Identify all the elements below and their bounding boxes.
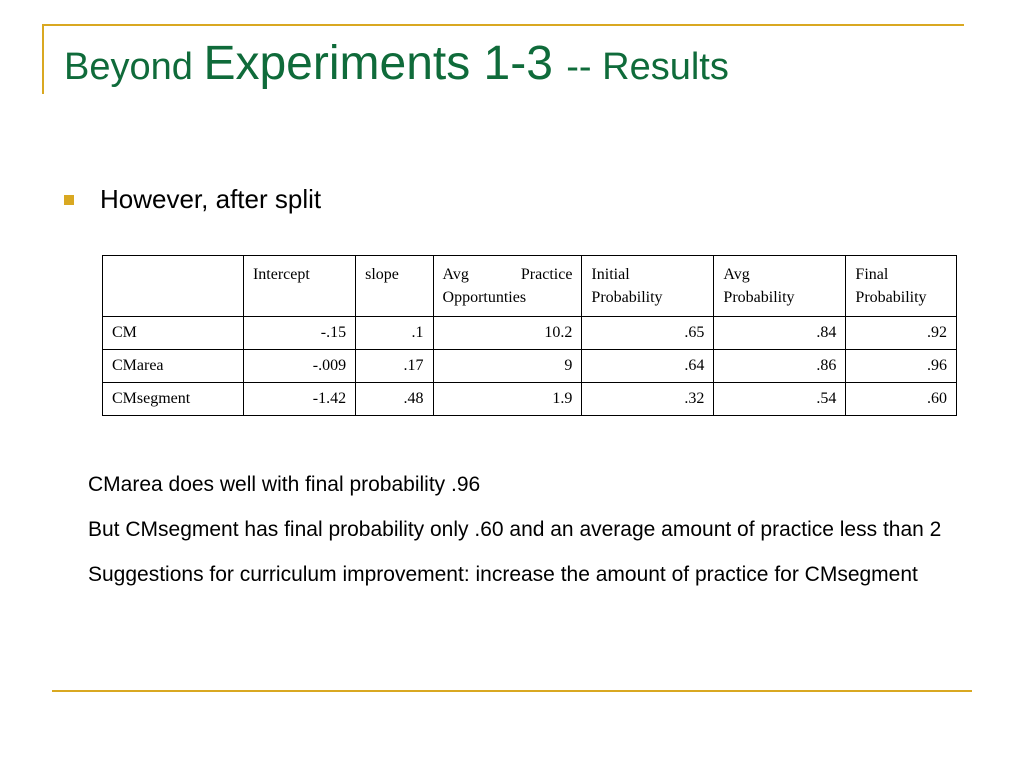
cell-intercept: -1.42 — [242, 382, 357, 417]
bullet-text: However, after split — [100, 184, 322, 214]
bullet-item: However, after split — [64, 184, 321, 215]
cell-final-probability: .96 — [845, 349, 957, 384]
header-avg-probability-line1: Avg — [723, 266, 750, 283]
cell-intercept: -.15 — [242, 316, 357, 351]
slide-title: Beyond Experiments 1-3 -- Results — [64, 40, 729, 88]
cell-final-probability: .60 — [845, 382, 957, 417]
results-table: Intercept slope Avg Practice Opportuntie… — [102, 254, 957, 417]
header-initial-probability: Initial Probability — [581, 254, 715, 318]
title-part-beyond: Beyond — [64, 46, 204, 88]
table-header-row: Intercept slope Avg Practice Opportuntie… — [102, 254, 957, 318]
cell-avg-probability: .84 — [713, 316, 847, 351]
header-slope: slope — [355, 254, 434, 318]
table-row: CMarea -.009 .17 9 .64 .86 .96 — [102, 349, 957, 384]
header-final-probability-line1: Final — [855, 266, 889, 283]
title-part-experiments: Experiments 1-3 — [203, 37, 567, 90]
note-paragraph: CMarea does well with final probability … — [88, 473, 481, 496]
table-row: CMsegment -1.42 .48 1.9 .32 .54 .60 — [102, 382, 957, 417]
header-final-probability: Final Probability — [845, 254, 957, 318]
header-empty-cell — [102, 254, 244, 318]
bottom-rule-line — [52, 690, 972, 692]
cell-slope: .1 — [355, 316, 434, 351]
cell-avg-probability: .54 — [713, 382, 847, 417]
header-initial-probability-line2: Probability — [591, 289, 663, 307]
note-paragraph: Suggestions for curriculum improvement: … — [88, 563, 918, 586]
cell-initial-probability: .65 — [581, 316, 715, 351]
cell-avg-practice: 1.9 — [432, 382, 583, 417]
row-label: CM — [102, 316, 244, 351]
cell-initial-probability: .64 — [581, 349, 715, 384]
cell-final-probability: .92 — [845, 316, 957, 351]
header-avg-practice-word2: Practice — [520, 266, 573, 283]
cell-avg-probability: .86 — [713, 349, 847, 384]
cell-slope: .48 — [355, 382, 434, 417]
cell-avg-practice: 10.2 — [432, 316, 583, 351]
cell-avg-practice: 9 — [432, 349, 583, 384]
header-avg-practice-line1: Avg Practice — [443, 263, 573, 286]
note-paragraph: But CMsegment has final probability only… — [88, 518, 942, 541]
header-initial-probability-line1: Initial — [591, 266, 630, 283]
top-frame-line — [42, 24, 964, 26]
cell-intercept: -.009 — [242, 349, 357, 384]
header-intercept: Intercept — [242, 254, 357, 318]
header-avg-probability: Avg Probability — [713, 254, 847, 318]
header-final-probability-line2: Probability — [855, 289, 927, 307]
cell-slope: .17 — [355, 349, 434, 384]
left-frame-line — [42, 24, 44, 94]
header-avg-practice: Avg Practice Opportunties — [432, 254, 583, 318]
cell-initial-probability: .32 — [581, 382, 715, 417]
header-avg-probability-line2: Probability — [723, 289, 795, 307]
bullet-square-icon — [64, 194, 74, 205]
header-avg-practice-word1: Avg — [442, 266, 469, 283]
notes-block: CMarea does well with final probability … — [88, 470, 968, 605]
title-part-results: -- Results — [566, 46, 729, 88]
row-label: CMsegment — [102, 382, 244, 417]
header-avg-practice-line2: Opportunties — [442, 289, 527, 307]
table-row: CM -.15 .1 10.2 .65 .84 .92 — [102, 316, 957, 351]
row-label: CMarea — [102, 349, 244, 384]
